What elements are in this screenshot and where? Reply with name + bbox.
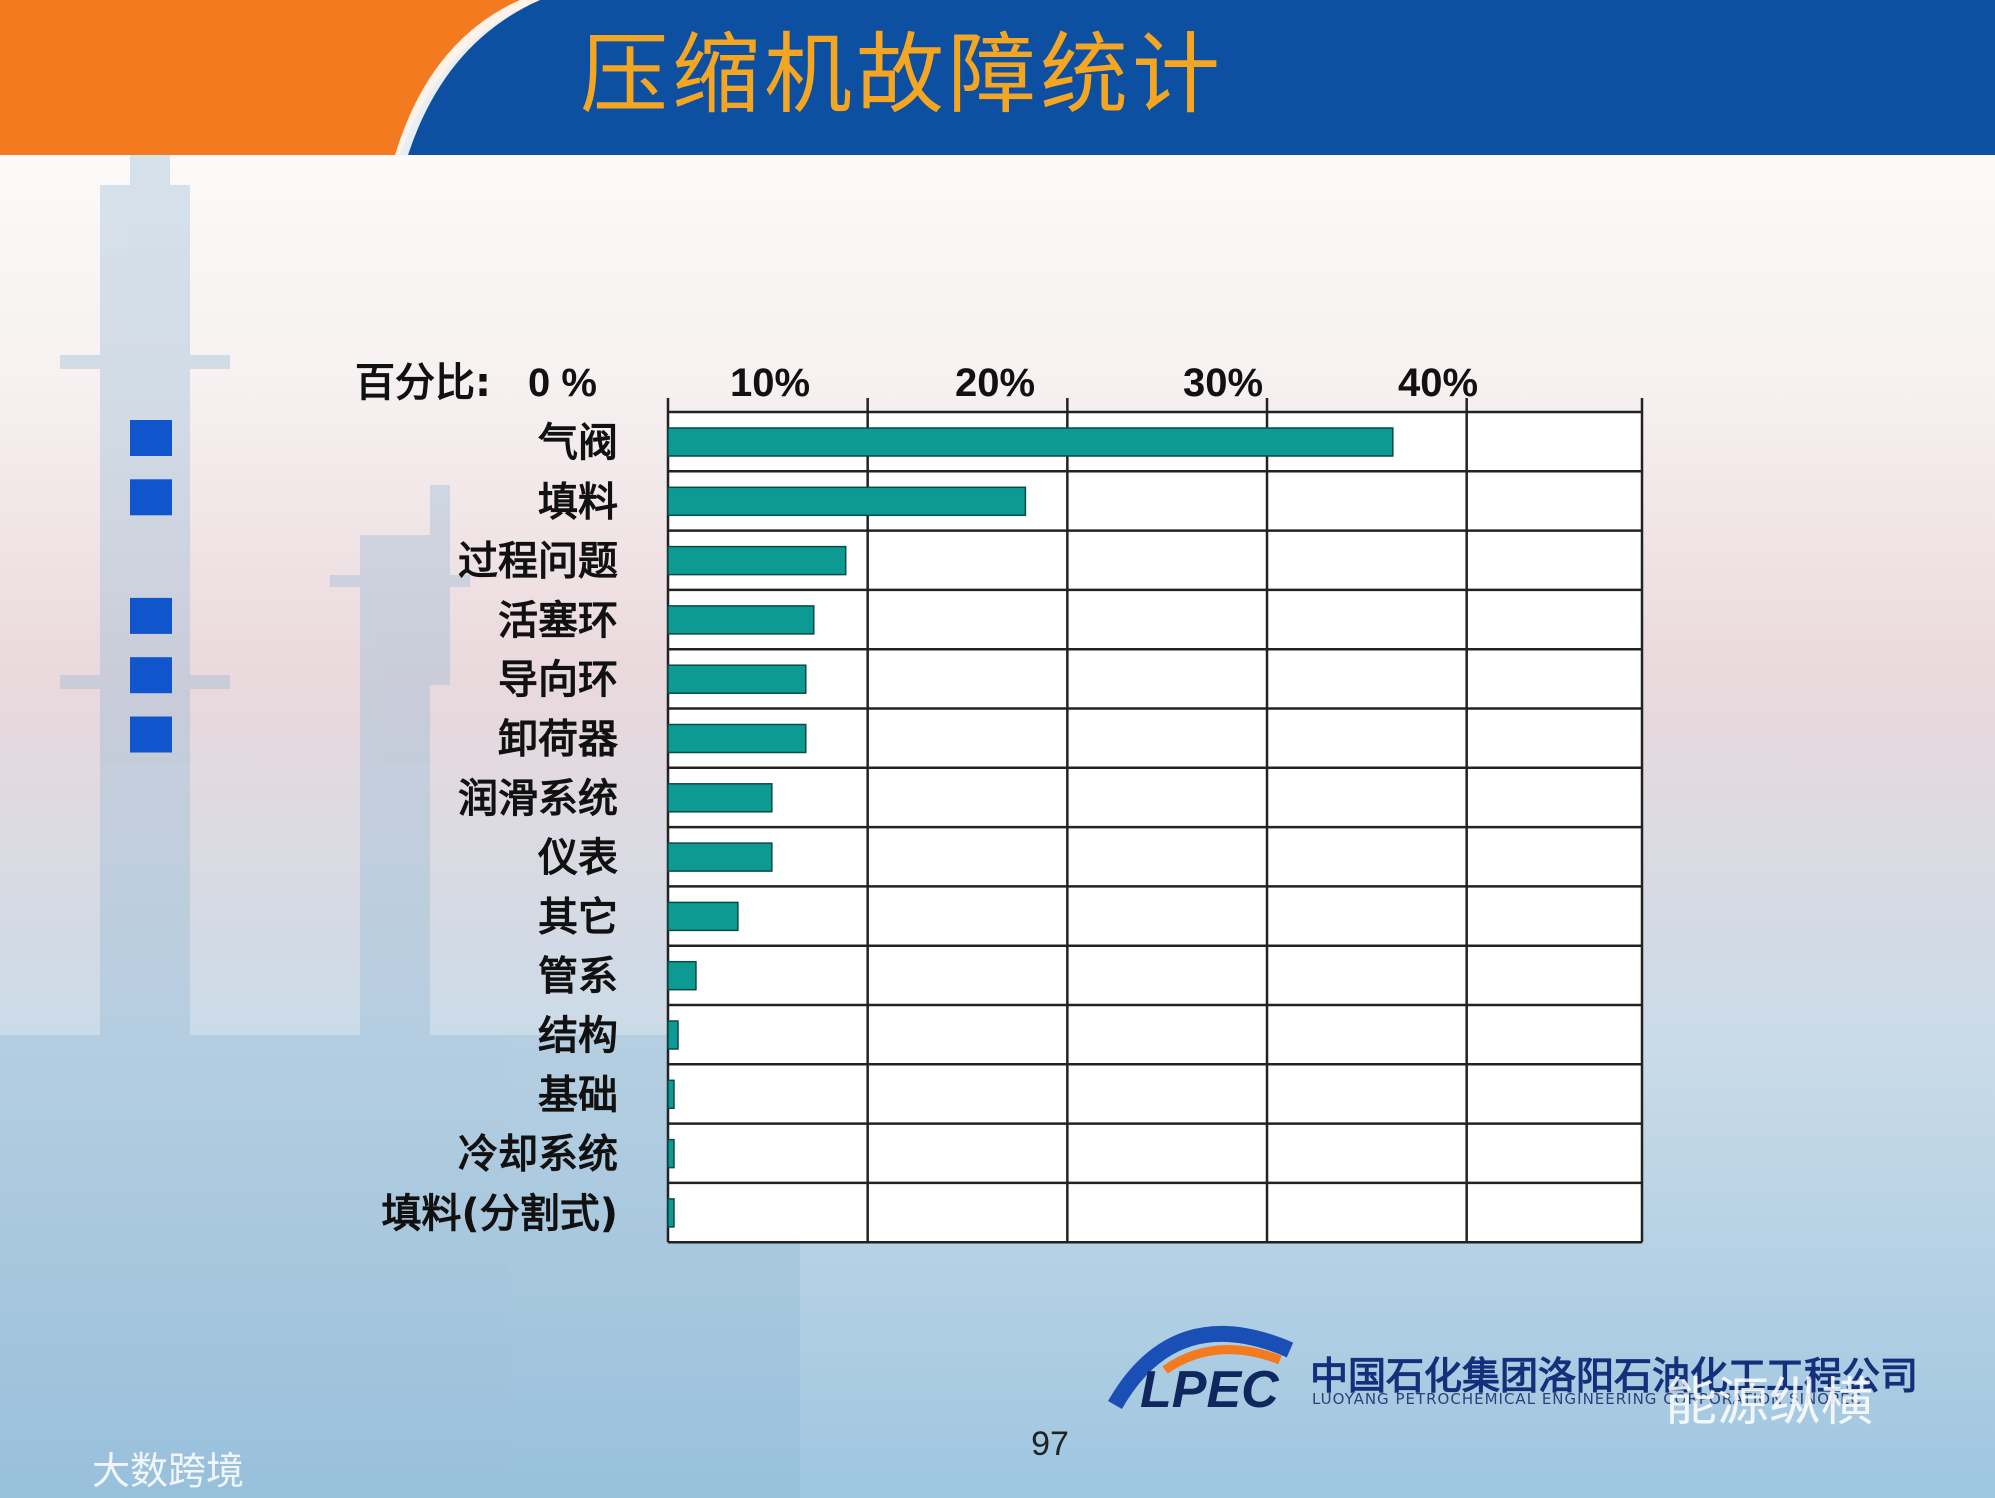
page-number: 97 [1031, 1425, 1069, 1463]
header-banner [0, 0, 1995, 155]
bar [667, 427, 1394, 457]
category-label: 结构 [538, 1013, 618, 1059]
category-label: 基础 [538, 1072, 618, 1118]
category-label: 冷却系统 [458, 1132, 618, 1178]
bar [667, 1020, 679, 1050]
x-tick-label: 10% [730, 361, 810, 405]
x-tick-label: 0 % [528, 361, 597, 405]
category-label: 活塞环 [498, 598, 618, 644]
bullet-square [130, 657, 172, 694]
logo-arc-accent [1162, 1345, 1282, 1374]
x-axis-label: 百分比: [355, 360, 491, 406]
lpec-logo-mark [1108, 1325, 1294, 1409]
bar [667, 605, 815, 635]
header-blue-band [400, 0, 1995, 155]
refinery-background-illustration [0, 155, 800, 1498]
bar [667, 486, 1027, 517]
bar [667, 842, 773, 872]
category-label: 仪表 [537, 835, 618, 881]
bullet-square [130, 420, 172, 456]
bar [667, 960, 697, 991]
header-white-arc [395, 0, 540, 155]
category-label: 气阀 [538, 420, 618, 466]
watermark-right: 能源纵横 [1665, 1373, 1874, 1433]
watermark-left: 大数跨境 [92, 1449, 245, 1493]
bullet-square [130, 716, 172, 753]
category-label: 填料(分割式) [381, 1191, 618, 1237]
bar [667, 783, 773, 813]
company-name-en: LUOYANG PETROCHEMICAL ENGINEERING CORPOR… [1312, 1390, 1863, 1408]
category-label: 填料 [538, 479, 618, 525]
bullet-square [130, 597, 172, 634]
category-label: 过程问题 [458, 539, 618, 585]
bar [667, 723, 807, 754]
x-tick-label: 30% [1183, 361, 1263, 405]
x-tick-label: 20% [955, 361, 1035, 405]
bar [667, 901, 739, 932]
logo-text: LPEC [1140, 1361, 1279, 1419]
bar [667, 1198, 675, 1228]
category-label: 管系 [538, 954, 618, 1000]
bar [667, 545, 847, 576]
category-label: 卸荷器 [498, 717, 619, 763]
x-tick-label: 40% [1398, 361, 1478, 405]
bullet-square [130, 479, 172, 516]
logo-arc-icon [1108, 1325, 1294, 1409]
category-label: 导向环 [498, 657, 618, 703]
bar [667, 1079, 675, 1110]
category-label: 其它 [538, 894, 618, 940]
bar [667, 664, 807, 694]
category-label: 润滑系统 [458, 776, 618, 822]
bar [667, 1138, 675, 1169]
page-title: 压缩机故障统计 [580, 23, 1225, 126]
company-name-cn: 中国石化集团洛阳石油化工工程公司 [1310, 1354, 1919, 1398]
